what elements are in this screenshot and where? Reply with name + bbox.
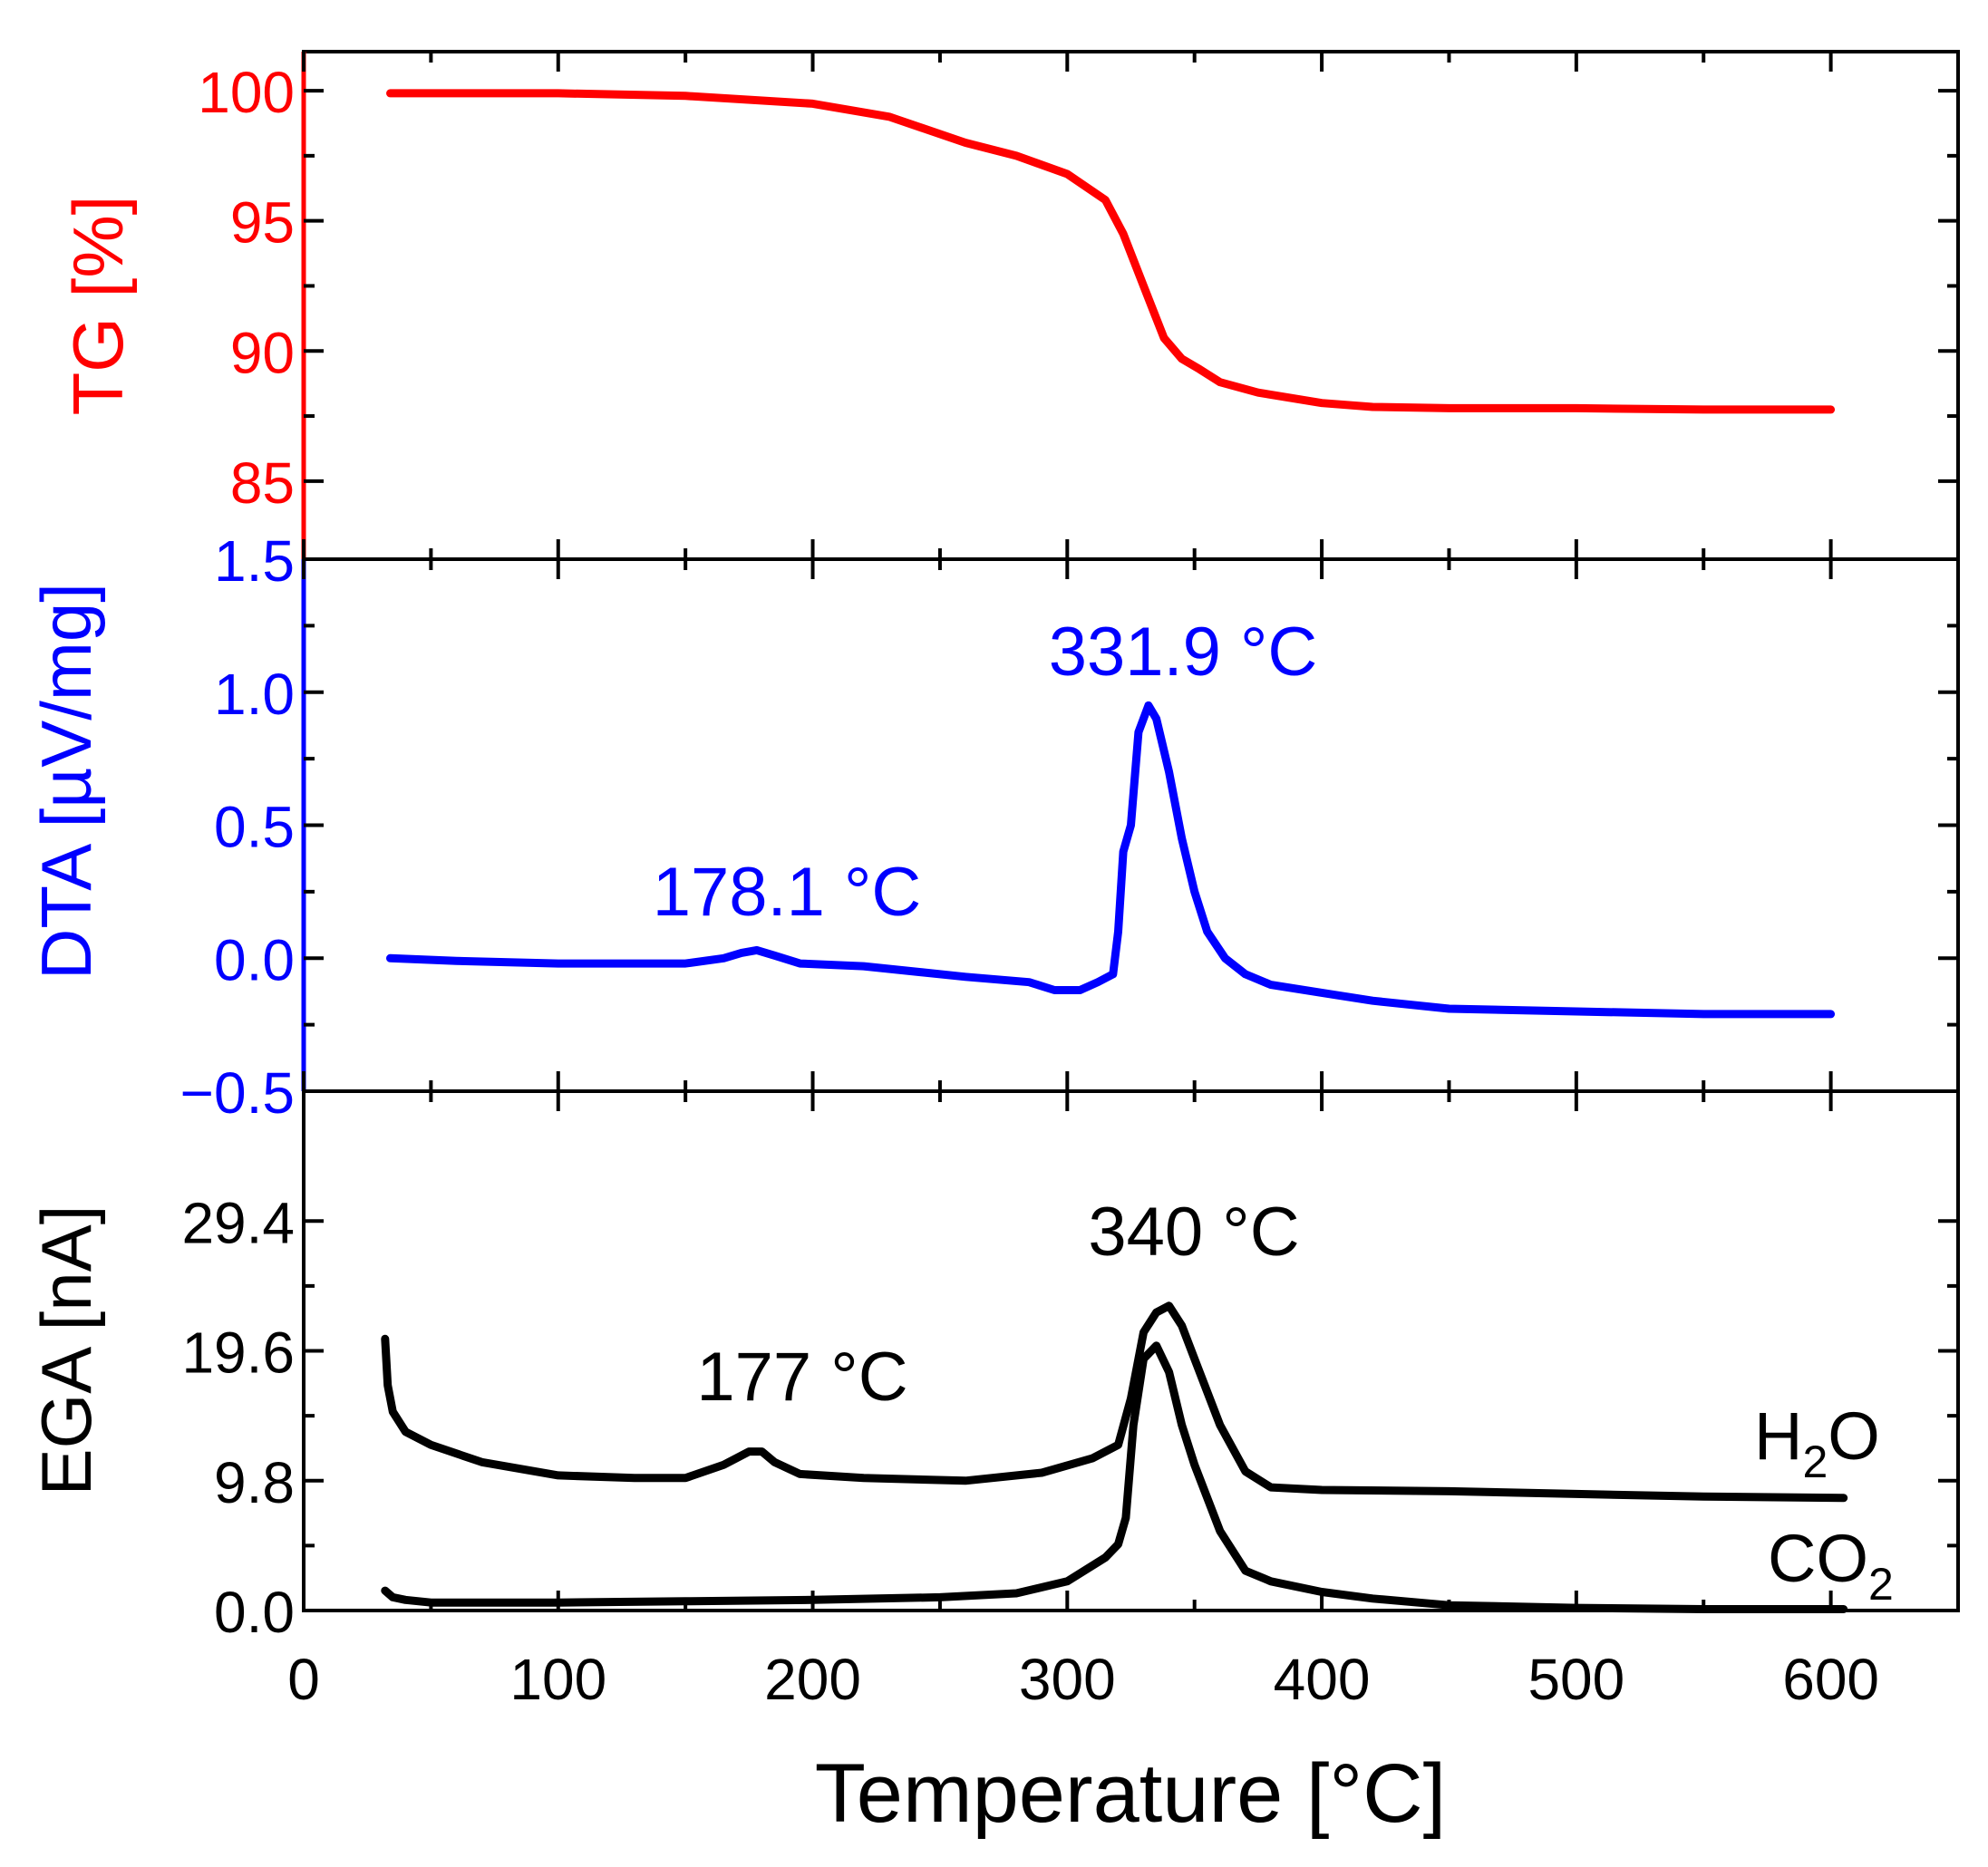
dta-ytick-label: 0.5	[214, 795, 295, 860]
x-tick-label: 500	[1527, 1647, 1624, 1712]
x-tick-label: 400	[1274, 1647, 1371, 1712]
ega-panel: 0.0 9.8 19.6 29.4 0 100 200 300 400 500 600 EGA [n…	[26, 1089, 1960, 1840]
x-tick-label: 200	[764, 1647, 861, 1712]
dta-panel: 1.5 1.0 0.5 0.0 −0.5 DTA [µV/mg] 178.1 °C 33…	[26, 528, 1960, 1126]
dta-ylabel: DTA [µV/mg]	[26, 583, 106, 980]
tg-series-line	[386, 89, 1836, 414]
tg-ylabel: TG [%]	[58, 196, 138, 416]
ega-ytick-label: 19.6	[181, 1320, 295, 1386]
ega-ytick-label: 9.8	[214, 1450, 295, 1515]
ega-panel-frame	[302, 1089, 1960, 1612]
tg-ytick-label: 90	[230, 320, 295, 385]
h2o-series-line	[381, 1301, 1848, 1503]
x-tick-label: 300	[1019, 1647, 1116, 1712]
dta-ytick-label: 1.5	[214, 528, 295, 594]
ega-ytick-label: 0.0	[214, 1580, 295, 1645]
tg-ytick-label: 100	[198, 60, 295, 125]
ega-peak-annotation-1: 177 °C	[696, 1339, 907, 1416]
x-axis-label: Temperature [°C]	[815, 1747, 1446, 1840]
dta-peak-annotation-2: 331.9 °C	[1049, 614, 1318, 691]
tg-panel: 85 90 95 100 TG [%]	[58, 50, 1960, 561]
ega-peak-annotation-2: 340 °C	[1088, 1194, 1299, 1271]
dta-ytick-label: 0.0	[214, 927, 295, 992]
h2o-series-label: H2O	[1754, 1398, 1880, 1487]
x-tick-label: 600	[1782, 1647, 1879, 1712]
dta-series-line	[386, 701, 1836, 1019]
dta-ytick-label: −0.5	[180, 1060, 295, 1126]
ega-ylabel: EGA [nA]	[26, 1205, 106, 1496]
dta-ytick-label: 1.0	[214, 662, 295, 727]
co2-series-label: CO2	[1768, 1521, 1894, 1610]
tg-ytick-label: 85	[230, 450, 295, 516]
tg-panel-frame	[302, 50, 1960, 561]
x-tick-label: 0	[287, 1647, 320, 1712]
x-tick-label: 100	[509, 1647, 606, 1712]
tg-ytick-label: 95	[230, 190, 295, 256]
dta-peak-annotation-1: 178.1 °C	[653, 854, 922, 931]
ega-ytick-label: 29.4	[181, 1190, 295, 1255]
co2-series-line	[381, 1341, 1848, 1613]
